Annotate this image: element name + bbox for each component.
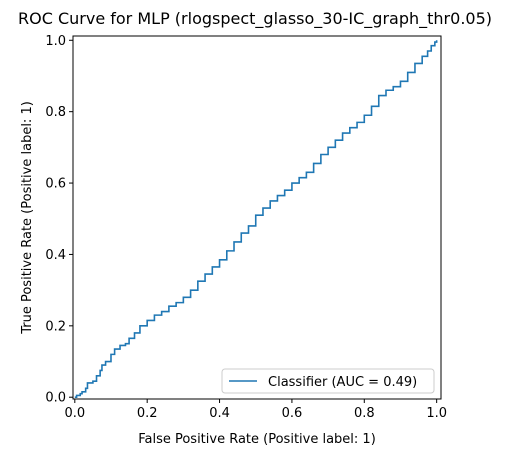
legend-label: Classifier (AUC = 0.49) [268,375,417,390]
y-axis-label: True Positive Rate (Positive label: 1) [20,101,35,335]
y-tick-label: 1.0 [45,34,66,49]
series-group [74,40,438,399]
y-tick-label: 0.2 [45,319,66,334]
axis-ticks: 0.0 0.2 0.4 0.6 0.8 1.0 0.0 0.2 0.4 0.6 0.8 1.0 [45,34,447,421]
plot-area [72,35,442,400]
chart-title: ROC Curve for MLP (rlogspect_glasso_30-I… [18,9,492,29]
x-tick-label: 0.8 [354,406,375,421]
x-tick-label: 0.4 [209,406,230,421]
legend-box [221,368,435,394]
y-tick-label: 0.4 [45,248,66,263]
y-tick-label: 0.6 [45,177,66,192]
x-tick-label: 0.0 [64,406,85,421]
roc-curve-line [74,40,438,399]
x-tick-label: 0.6 [282,406,303,421]
x-tick-label: 1.0 [426,406,447,421]
legend: Classifier (AUC = 0.49) [221,368,435,394]
x-tick-label: 0.2 [137,406,158,421]
x-axis-label: False Positive Rate (Positive label: 1) [138,432,376,447]
y-tick-label: 0.8 [45,105,66,120]
y-tick-label: 0.0 [45,391,66,406]
